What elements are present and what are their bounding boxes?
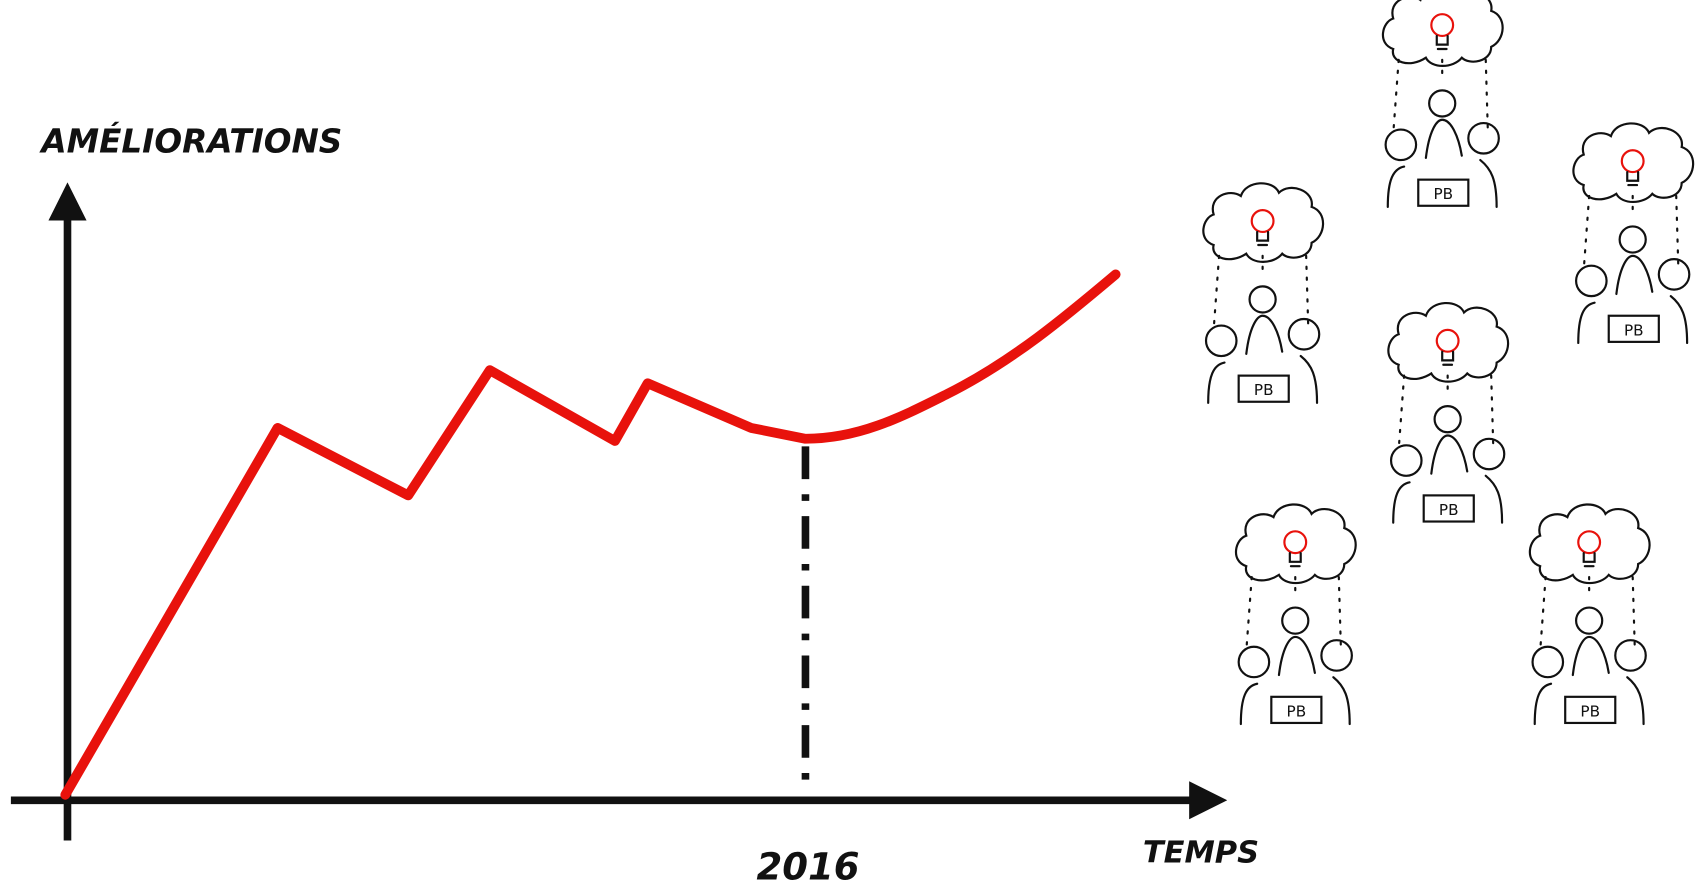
dotted-links xyxy=(1392,58,1490,136)
dotted-links xyxy=(1397,374,1495,451)
thinking-group: PB xyxy=(1202,182,1325,404)
x-axis-label: TEMPS xyxy=(1143,835,1259,870)
laptop xyxy=(1270,695,1323,725)
head xyxy=(1287,317,1321,351)
group-label: PB xyxy=(1287,702,1307,720)
head xyxy=(1248,285,1277,314)
head xyxy=(1657,258,1691,291)
head xyxy=(1614,639,1647,672)
bulb xyxy=(1435,328,1460,353)
group-label: PB xyxy=(1624,321,1644,339)
bulb xyxy=(1250,209,1275,233)
bulb xyxy=(1577,530,1602,555)
laptop xyxy=(1607,314,1660,343)
laptop xyxy=(1564,695,1617,725)
bulb xyxy=(1430,13,1455,38)
head xyxy=(1575,264,1608,298)
bulb-base xyxy=(1582,552,1596,568)
head xyxy=(1389,444,1423,477)
group-label: PB xyxy=(1433,185,1453,203)
head xyxy=(1433,405,1462,434)
bodies xyxy=(1207,314,1319,404)
laptop xyxy=(1237,374,1290,403)
bulb xyxy=(1283,530,1308,555)
bodies xyxy=(1392,434,1504,524)
bodies xyxy=(1239,635,1351,726)
head xyxy=(1428,89,1457,118)
bulb-base xyxy=(1435,34,1449,51)
cloud xyxy=(1528,503,1651,585)
cloud xyxy=(1572,122,1695,204)
bulb-base xyxy=(1626,170,1640,187)
bodies xyxy=(1386,118,1498,208)
y-axis-label: AMÉLIORATIONS xyxy=(38,122,342,160)
head xyxy=(1472,437,1506,471)
thinking-group: PB xyxy=(1381,0,1504,208)
bulb-base xyxy=(1256,230,1270,247)
head xyxy=(1618,225,1647,254)
group-label: PB xyxy=(1254,381,1274,399)
head xyxy=(1281,606,1310,635)
dotted-links xyxy=(1245,575,1343,653)
bulb-base xyxy=(1441,350,1455,366)
bulb xyxy=(1620,149,1645,174)
head xyxy=(1320,639,1353,672)
group-label: PB xyxy=(1580,702,1600,720)
thinking-group: PB xyxy=(1234,503,1357,726)
thinking-group: PB xyxy=(1572,122,1695,345)
laptop xyxy=(1417,178,1470,207)
thinking-group: PB xyxy=(1528,503,1651,726)
cloud xyxy=(1387,302,1510,383)
dotted-links xyxy=(1212,254,1310,331)
head xyxy=(1575,606,1604,635)
bulb-base xyxy=(1288,552,1302,568)
cloud xyxy=(1234,503,1357,585)
dotted-links xyxy=(1539,575,1636,653)
thinking-group: PB xyxy=(1387,302,1510,524)
bodies xyxy=(1577,254,1689,345)
head xyxy=(1384,128,1418,162)
bodies xyxy=(1533,635,1645,726)
improvement-curve xyxy=(60,269,1121,800)
marker-label: 2016 xyxy=(756,846,859,883)
head xyxy=(1467,121,1500,155)
laptop xyxy=(1422,494,1475,523)
head xyxy=(1204,324,1238,358)
group-label: PB xyxy=(1439,501,1459,519)
dotted-links xyxy=(1582,194,1680,272)
head xyxy=(1237,645,1271,679)
cloud xyxy=(1381,0,1504,67)
head xyxy=(1531,645,1565,679)
cloud xyxy=(1202,182,1325,263)
